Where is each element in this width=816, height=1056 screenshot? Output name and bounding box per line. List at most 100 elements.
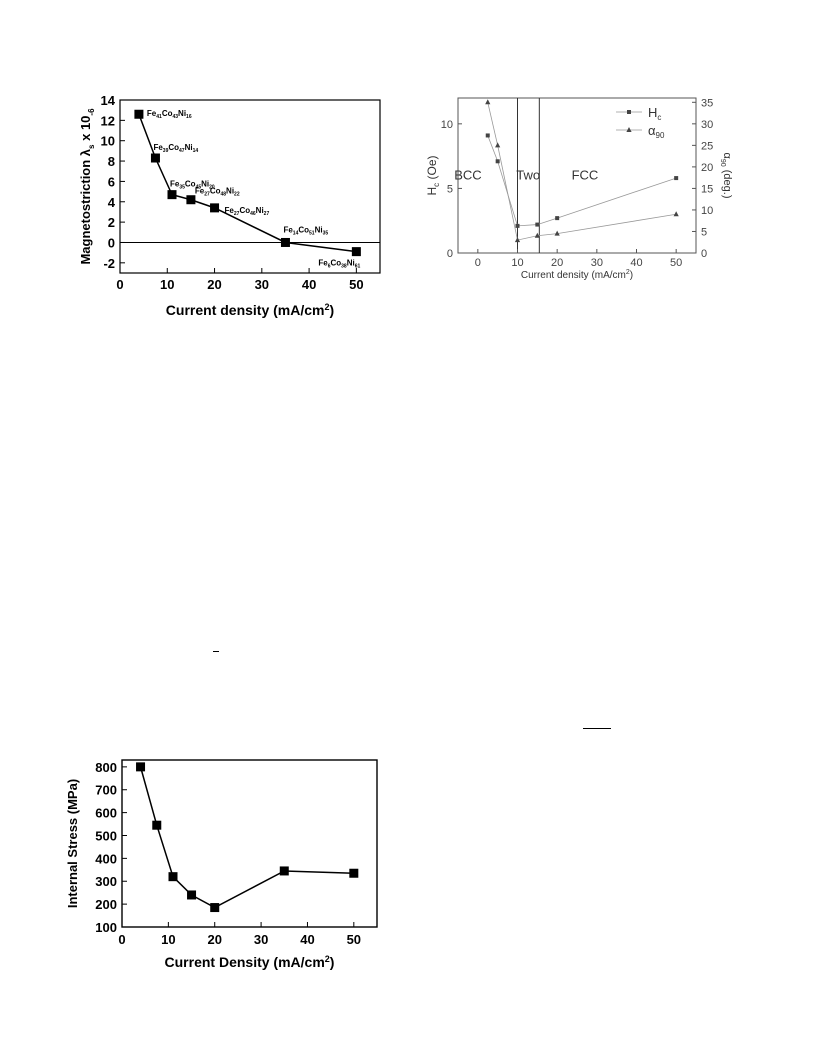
- legend-marker: [627, 110, 631, 114]
- data-point: [515, 223, 520, 228]
- y-right-tick-label: 30: [701, 119, 713, 131]
- legend-label: α90: [648, 123, 665, 140]
- y-right-axis-title: α90 (deg.): [719, 153, 733, 199]
- data-point: [673, 211, 679, 217]
- y-tick-label: 0: [108, 235, 115, 250]
- x-tick-label: 0: [475, 257, 481, 269]
- y-tick-label: -2: [103, 256, 115, 271]
- legend-label: Hc: [648, 105, 661, 122]
- y-axis-title: Magnetostriction λs x 10-6: [78, 108, 96, 265]
- x-tick-label: 0: [118, 932, 125, 947]
- data-point: [280, 237, 290, 247]
- point-label: Fe27Co48Ni22: [195, 187, 240, 198]
- data-point: [485, 99, 491, 105]
- x-tick-label: 20: [207, 932, 221, 947]
- x-tick-label: 0: [116, 277, 123, 292]
- y-axis-title: Internal Stress (MPa): [65, 779, 80, 908]
- x-tick-label: 30: [254, 932, 268, 947]
- x-tick-label: 50: [347, 932, 361, 947]
- legend-marker: [626, 127, 632, 132]
- data-point: [186, 195, 196, 205]
- y-left-tick-label: 5: [447, 183, 453, 195]
- y-right-tick-label: 0: [701, 248, 707, 260]
- x-tick-label: 50: [670, 257, 682, 269]
- y-tick-label: 400: [95, 851, 117, 866]
- series-line: [487, 135, 677, 227]
- region-label: Two: [516, 167, 540, 182]
- y-right-tick-label: 15: [701, 183, 713, 195]
- y-tick-label: 12: [101, 113, 115, 128]
- plot-frame: [119, 99, 381, 274]
- series-line: [487, 102, 677, 241]
- y-right-tick-label: 35: [701, 97, 713, 109]
- point-label: Fe14Co51Ni35: [283, 225, 328, 236]
- series-line: [139, 766, 354, 909]
- y-tick-label: 700: [95, 783, 117, 798]
- y-tick-label: 2: [108, 215, 115, 230]
- data-point: [150, 153, 160, 163]
- point-label: Fe41Co43Ni16: [147, 109, 192, 120]
- data-point: [555, 216, 560, 221]
- data-point: [674, 176, 679, 181]
- point-label: Fe6Co38Ni61: [318, 259, 360, 270]
- data-point: [167, 190, 177, 200]
- x-tick-label: 40: [302, 277, 316, 292]
- y-right-tick-label: 5: [701, 226, 707, 238]
- x-tick-label: 20: [551, 257, 563, 269]
- y-tick-label: 10: [101, 134, 115, 149]
- y-tick-label: 8: [108, 154, 115, 169]
- x-axis-title: Current density (mA/cm2): [166, 302, 334, 318]
- data-point: [136, 762, 146, 772]
- y-tick-label: 600: [95, 806, 117, 821]
- region-label: FCC: [572, 167, 599, 182]
- y-tick-label: 500: [95, 828, 117, 843]
- point-label: Fe35Co45Ni20: [170, 180, 215, 191]
- y-right-tick-label: 25: [701, 140, 713, 152]
- data-point: [495, 159, 500, 164]
- y-tick-label: 6: [108, 174, 115, 189]
- y-left-tick-label: 10: [441, 119, 453, 131]
- data-point: [535, 222, 540, 227]
- y-left-axis-title: Hc (Oe): [425, 155, 441, 195]
- point-label: Fe39Co47Ni14: [153, 143, 198, 154]
- data-point: [134, 109, 144, 119]
- data-point: [279, 866, 289, 876]
- x-tick-label: 20: [207, 277, 221, 292]
- data-point: [349, 868, 359, 878]
- data-point: [495, 142, 501, 148]
- x-tick-label: 10: [160, 277, 174, 292]
- data-point: [210, 903, 220, 913]
- y-right-tick-label: 10: [701, 205, 713, 217]
- x-tick-label: 50: [349, 277, 363, 292]
- data-point: [514, 237, 521, 243]
- y-tick-label: 4: [108, 195, 116, 210]
- plot-frame: [457, 97, 697, 254]
- data-point: [152, 820, 162, 830]
- y-tick-label: 14: [101, 93, 116, 108]
- x-tick-label: 10: [511, 257, 523, 269]
- coercivity-alpha-chart: BCC Two FCC 0 10 20 30 40 50 0 5 10 0 5 10 15 20 25 30 35 Hc…: [425, 97, 733, 281]
- x-axis-title: Current density (mA/cm2): [521, 269, 633, 281]
- x-tick-label: 40: [300, 932, 314, 947]
- region-label: BCC: [454, 167, 481, 182]
- stray-mark: [213, 651, 219, 652]
- magnetostriction-chart: 0 10 20 30 40 50-202468101214Fe41Co43Ni16Fe39…: [78, 93, 381, 318]
- data-point: [351, 247, 361, 257]
- stray-mark: [583, 728, 611, 729]
- data-point: [554, 230, 560, 236]
- x-tick-label: 10: [161, 932, 175, 947]
- data-point: [187, 890, 197, 900]
- data-point: [534, 232, 540, 238]
- point-label: Fe27Co46Ni27: [225, 206, 270, 217]
- y-tick-label: 300: [95, 874, 117, 889]
- data-point: [168, 872, 178, 882]
- x-axis-title: Current Density (mA/cm2): [165, 954, 335, 970]
- x-tick-label: 30: [255, 277, 269, 292]
- data-point: [210, 203, 220, 213]
- y-left-tick-label: 0: [447, 248, 453, 260]
- internal-stress-chart: 0 10 20 30 40 50 100 200 300 400 500 600 700 800 Curre…: [65, 759, 378, 970]
- data-point: [485, 133, 490, 138]
- y-tick-label: 800: [95, 760, 117, 775]
- y-tick-label: 100: [95, 920, 117, 935]
- x-tick-label: 30: [591, 257, 603, 269]
